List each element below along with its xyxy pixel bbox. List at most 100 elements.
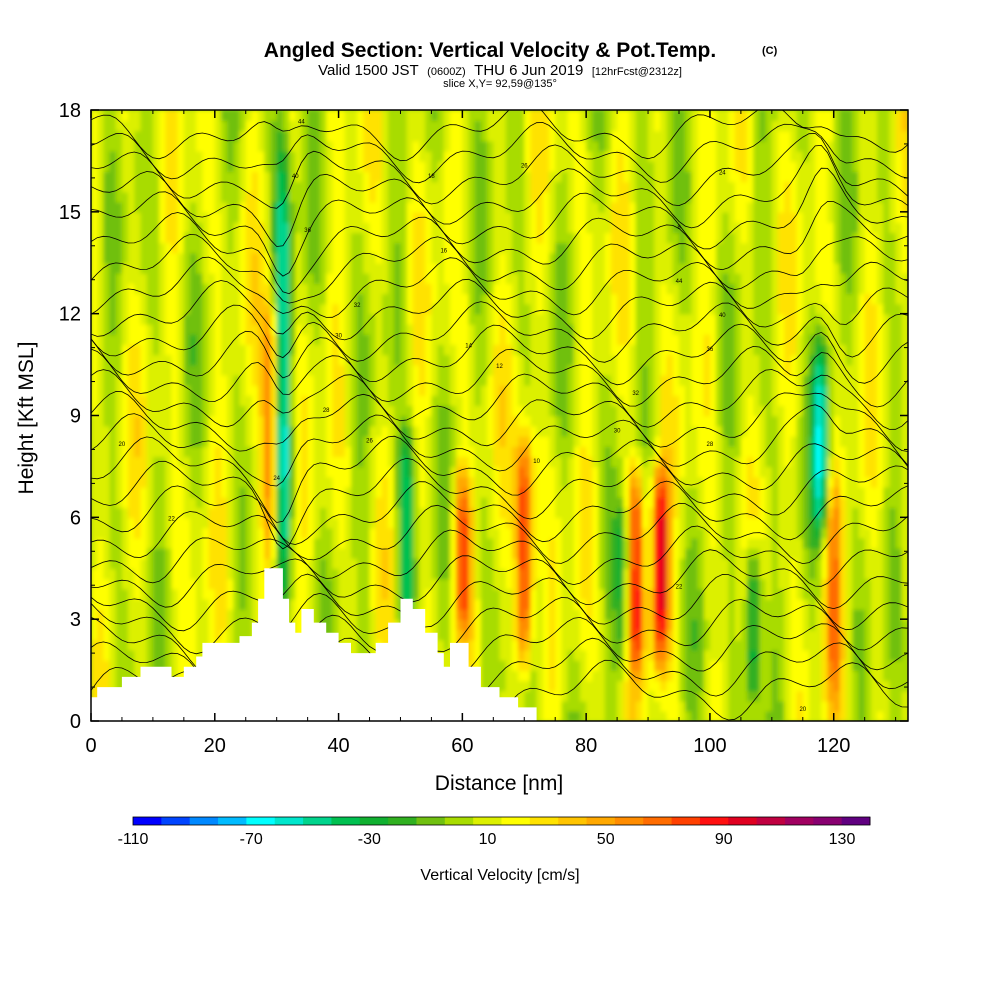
field-cell xyxy=(468,354,476,366)
field-cell xyxy=(567,700,575,712)
field-cell xyxy=(171,537,179,549)
field-cell xyxy=(586,395,594,407)
field-cell xyxy=(549,191,556,203)
field-cell xyxy=(320,578,327,590)
field-cell xyxy=(338,181,346,193)
field-cell xyxy=(536,568,544,580)
field-cell xyxy=(152,517,160,529)
field-cell xyxy=(214,293,222,305)
field-cell xyxy=(289,537,297,549)
field-cell xyxy=(326,497,334,508)
field-cell xyxy=(109,303,117,315)
field-cell xyxy=(91,201,98,213)
field-cell xyxy=(326,364,334,376)
field-cell xyxy=(357,262,365,274)
field-cell xyxy=(214,313,222,325)
field-cell xyxy=(109,415,117,427)
field-cell xyxy=(146,568,154,580)
field-cell xyxy=(115,659,123,671)
field-cell xyxy=(214,384,222,396)
field-cell xyxy=(425,110,433,121)
field-cell xyxy=(462,140,470,152)
field-cell xyxy=(561,598,569,610)
field-cell xyxy=(152,303,160,315)
field-cell xyxy=(91,507,98,519)
field-cell xyxy=(227,242,235,254)
field-cell xyxy=(121,497,129,508)
field-cell xyxy=(338,486,346,498)
field-cell xyxy=(580,140,587,152)
field-cell xyxy=(542,425,550,437)
field-cell xyxy=(320,262,327,274)
field-cell xyxy=(381,211,389,223)
field-cell xyxy=(177,405,185,417)
field-cell xyxy=(251,191,259,203)
field-cell xyxy=(276,476,284,488)
field-cell xyxy=(177,547,185,559)
field-cell xyxy=(270,222,278,233)
field-cell xyxy=(134,150,142,162)
field-cell xyxy=(586,435,594,447)
field-cell xyxy=(208,171,216,183)
field-cell xyxy=(258,110,266,121)
field-cell xyxy=(474,425,482,437)
field-cell xyxy=(480,384,488,396)
field-cell xyxy=(183,476,191,488)
field-cell xyxy=(375,120,383,132)
field-cell xyxy=(344,262,352,274)
field-cell xyxy=(183,395,191,407)
field-cell xyxy=(165,293,173,305)
field-cell xyxy=(208,619,216,631)
field-cell xyxy=(338,384,346,396)
field-cell xyxy=(468,242,476,254)
field-cell xyxy=(425,405,433,417)
field-cell xyxy=(530,160,538,172)
field-cell xyxy=(567,303,575,315)
field-cell xyxy=(313,110,321,121)
field-cell xyxy=(468,344,476,356)
field-cell xyxy=(542,232,550,244)
field-cell xyxy=(295,517,303,529)
field-cell xyxy=(91,354,98,366)
field-cell xyxy=(115,140,123,152)
field-cell xyxy=(270,527,278,539)
field-cell xyxy=(561,700,569,712)
field-cell xyxy=(165,517,173,529)
field-cell xyxy=(128,160,136,172)
field-cell xyxy=(115,374,123,386)
field-cell xyxy=(381,110,389,121)
field-cell xyxy=(202,425,210,437)
field-cell xyxy=(524,537,532,549)
field-cell xyxy=(103,130,111,142)
field-cell xyxy=(134,588,142,600)
field-cell xyxy=(425,537,433,549)
field-cell xyxy=(165,486,173,498)
field-cell xyxy=(221,629,228,641)
field-cell xyxy=(183,181,191,193)
field-cell xyxy=(128,120,136,132)
field-cell xyxy=(542,222,550,233)
field-cell xyxy=(165,384,173,396)
field-cell xyxy=(152,272,160,284)
field-cell xyxy=(196,140,204,152)
field-cell xyxy=(363,344,371,356)
field-cell xyxy=(332,252,340,264)
field-cell xyxy=(344,323,352,335)
field-cell xyxy=(388,262,396,274)
field-cell xyxy=(431,150,439,162)
field-cell xyxy=(103,476,111,488)
field-cell xyxy=(598,334,606,345)
field-cell xyxy=(456,252,464,264)
field-cell xyxy=(357,629,365,641)
field-cell xyxy=(586,272,594,284)
field-cell xyxy=(221,547,228,559)
field-cell xyxy=(146,639,154,651)
field-cell xyxy=(239,201,247,213)
field-cell xyxy=(109,568,117,580)
field-cell xyxy=(221,395,228,407)
field-cell xyxy=(542,690,550,702)
field-cell xyxy=(431,283,439,295)
field-cell xyxy=(313,446,321,458)
field-cell xyxy=(282,120,290,132)
field-cell xyxy=(214,222,222,233)
